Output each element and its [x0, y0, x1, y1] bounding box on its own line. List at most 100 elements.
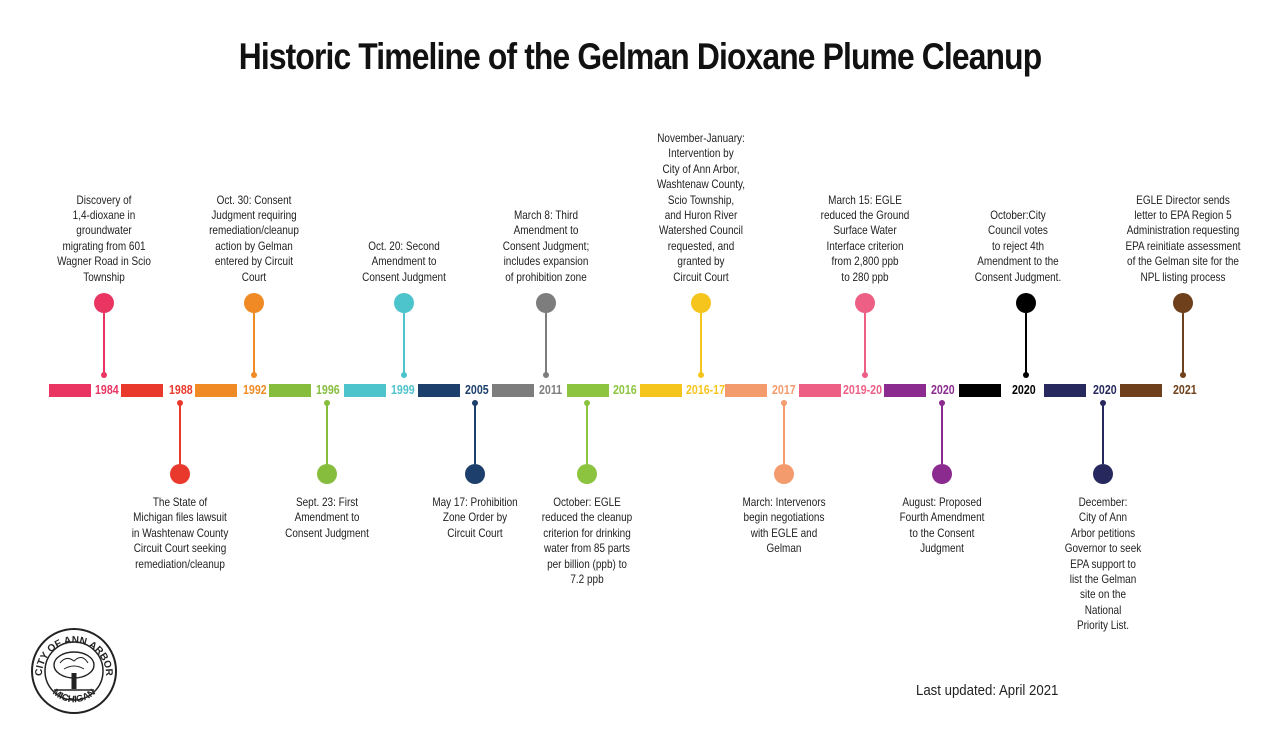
description-line: October: EGLE: [553, 496, 621, 509]
timeline-segment: [344, 384, 386, 397]
year-label: 1984: [95, 383, 119, 397]
description-line: Interface criterion: [826, 239, 904, 253]
event-description: August: Proposed Fourth Amendment to the C…: [869, 495, 1015, 557]
description-line: EPA reinitiate assessment: [1125, 239, 1241, 253]
description-line: Michigan files lawsuit: [133, 511, 227, 525]
event-description: EGLE Director sends letter to EPA Region …: [1110, 193, 1256, 285]
description-line: Discovery of: [76, 193, 132, 207]
event-connector: [1182, 313, 1184, 375]
description-line: December:: [1078, 496, 1128, 509]
description-line: Oct. 30: Consent: [216, 193, 292, 207]
year-label: 2016-17: [686, 383, 725, 397]
timeline-marker: [1180, 372, 1186, 378]
event-connector: [474, 404, 476, 464]
event-marker: [577, 464, 597, 484]
description-line: Sept. 23: First: [295, 496, 359, 509]
description-line: Amendment to: [371, 255, 437, 269]
year-label: 1996: [316, 383, 340, 397]
timeline-marker: [401, 372, 407, 378]
timeline-marker: [251, 372, 257, 378]
description-line: migrating from 601: [62, 239, 146, 253]
event-connector: [545, 313, 547, 375]
description-line: from 2,800 ppb: [831, 255, 899, 269]
description-line: Zone Order by: [442, 511, 508, 525]
event-connector: [326, 404, 328, 464]
timeline-marker: [472, 400, 478, 406]
description-line: Amendment to: [294, 511, 360, 525]
description-line: Washtenaw County,: [656, 178, 746, 192]
event-marker: [394, 293, 414, 313]
description-line: of the Gelman site for the: [1127, 255, 1239, 269]
timeline-segment: [640, 384, 682, 397]
description-line: Administration requesting: [1126, 224, 1240, 238]
timeline-marker: [862, 372, 868, 378]
description-line: Amendment to the: [977, 255, 1059, 269]
event-connector: [103, 313, 105, 375]
timeline-segment: [121, 384, 163, 397]
description-line: City of Ann: [1078, 511, 1128, 525]
event-description: October:City Council votes to reject 4th Am…: [945, 208, 1091, 285]
tree-icon: [53, 651, 95, 691]
description-line: Circuit Court: [673, 270, 729, 284]
event-description: The State of Michigan files lawsuit in Was…: [107, 495, 253, 572]
event-description: March 8: Third Amendment to Consent Judgme…: [473, 208, 619, 285]
year-label: 2021: [1173, 383, 1197, 397]
description-line: National: [1084, 603, 1122, 617]
event-connector: [1025, 313, 1027, 375]
description-line: Consent Judgment: [285, 526, 369, 540]
event-connector: [253, 313, 255, 375]
description-line: Wagner Road in Scio: [57, 255, 151, 269]
description-line: Fourth Amendment: [899, 511, 985, 525]
description-line: The State of: [152, 496, 208, 509]
description-line: letter to EPA Region 5: [1134, 209, 1232, 222]
seal-bottom-text: MICHIGAN: [50, 687, 97, 705]
event-connector: [179, 404, 181, 464]
description-line: site on the: [1079, 588, 1127, 602]
description-line: Governor to seek: [1064, 542, 1142, 556]
description-line: of prohibition zone: [505, 270, 587, 284]
description-line: NPL listing process: [1140, 270, 1226, 284]
timeline-segment: [567, 384, 609, 397]
year-label: 2020: [931, 383, 955, 397]
timeline-segment: [492, 384, 534, 397]
description-line: in Washtenaw County: [131, 526, 229, 540]
year-label: 2020: [1093, 383, 1117, 397]
description-line: to reject 4th: [991, 239, 1045, 253]
event-marker: [465, 464, 485, 484]
description-line: granted by: [677, 255, 725, 269]
event-marker: [855, 293, 875, 313]
timeline-segment: [49, 384, 91, 397]
description-line: 7.2 ppb: [570, 573, 604, 587]
timeline-segment: [1044, 384, 1086, 397]
event-marker: [317, 464, 337, 484]
timeline-segment: [1120, 384, 1162, 397]
description-line: requested, and: [667, 239, 735, 253]
description-line: Consent Judgment;: [502, 239, 590, 253]
event-connector: [586, 404, 588, 464]
description-line: criterion for drinking: [543, 526, 631, 540]
event-marker: [1093, 464, 1113, 484]
event-marker: [1016, 293, 1036, 313]
description-line: Consent Judgment.: [974, 270, 1062, 284]
event-marker: [1173, 293, 1193, 313]
description-line: action by Gelman: [215, 239, 293, 253]
description-line: August: Proposed: [902, 496, 982, 509]
description-line: 1,4-dioxane in: [72, 209, 136, 222]
year-label: 2019-20: [843, 383, 882, 397]
timeline-marker: [939, 400, 945, 406]
description-line: Oct. 20: Second: [368, 239, 440, 253]
year-label: 2020: [1012, 383, 1036, 397]
description-line: Surface Water: [833, 224, 897, 238]
description-line: May 17: Prohibition: [432, 496, 518, 509]
timeline-segment: [884, 384, 926, 397]
event-description: Discovery of 1,4-dioxane in groundwater mig…: [31, 193, 177, 285]
description-line: Judgment requiring: [211, 209, 297, 222]
last-updated-note: Last updated: April 2021: [916, 682, 1059, 699]
event-connector: [1102, 404, 1104, 464]
event-description: Sept. 23: First Amendment to Consent Judgm…: [254, 495, 400, 541]
year-label: 2016: [613, 383, 637, 397]
timeline-marker: [781, 400, 787, 406]
timeline-segment: [418, 384, 460, 397]
timeline-marker: [543, 372, 549, 378]
